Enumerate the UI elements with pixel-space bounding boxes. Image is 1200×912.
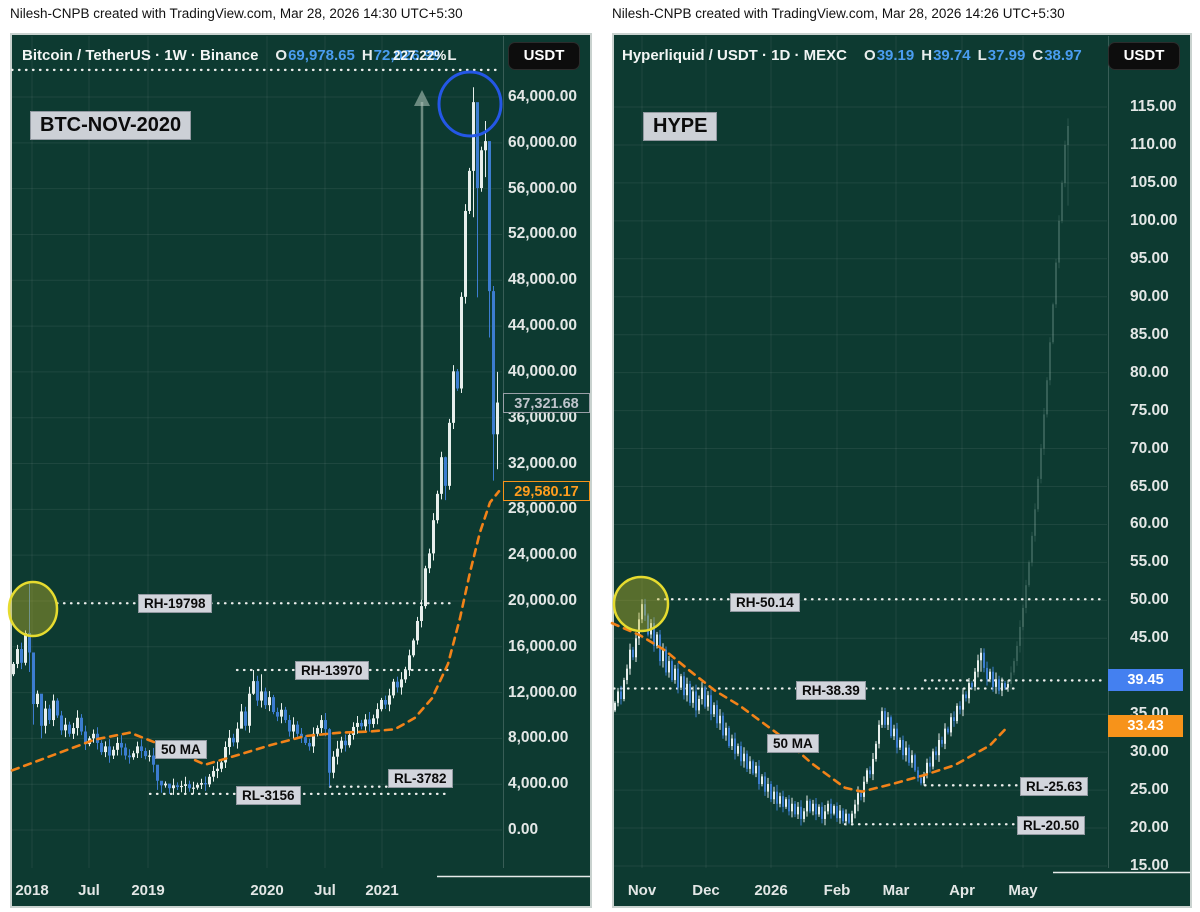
time-axis-label: 2018 <box>15 882 49 899</box>
price-axis-label: 40,000.00 <box>508 362 577 380</box>
price-axis-label: 16,000.00 <box>508 637 577 655</box>
time-axis-label: May <box>1008 882 1038 899</box>
ohlc-letter: C <box>1032 47 1044 64</box>
price-axis-label: 24,000.00 <box>508 546 577 564</box>
time-axis-label: Nov <box>627 882 657 899</box>
price-axis-label: 110.00 <box>1130 135 1177 153</box>
level-label[interactable]: RH-19798 <box>138 594 212 613</box>
level-label[interactable]: 50 MA <box>155 740 207 759</box>
price-axis-label: 85.00 <box>1130 325 1169 343</box>
price-axis-label: 52,000.00 <box>508 225 577 243</box>
btc-chart-title: Bitcoin / TetherUS · 1W · Binance O69,978… <box>22 47 458 67</box>
ohlc-value: 38.97 <box>1044 47 1082 64</box>
btc-symbol-label: Bitcoin / TetherUS · 1W · Binance <box>22 47 259 64</box>
price-axis-label: 45.00 <box>1130 629 1169 647</box>
time-axis-label: Jul <box>314 882 336 899</box>
ohlc-letter: O <box>275 47 288 64</box>
ohlc-value: 72,026.99 <box>373 47 441 64</box>
price-tag: 39.45 <box>1108 669 1183 692</box>
time-axis-label: Apr <box>949 882 975 899</box>
level-label[interactable]: RH-13970 <box>295 661 369 680</box>
percent-change-label: 227.22% <box>393 48 447 63</box>
time-axis-label: 2026 <box>754 882 788 899</box>
price-axis-label: 55.00 <box>1130 553 1169 571</box>
price-axis-label: 64,000.00 <box>508 88 577 105</box>
price-axis-label: 65.00 <box>1130 477 1169 495</box>
price-tag: 37,321.68 <box>503 392 590 413</box>
time-axis-label: 2019 <box>131 882 165 899</box>
price-axis-label: 20.00 <box>1130 819 1169 837</box>
time-axis-label: 2021 <box>365 882 399 899</box>
time-axis-label: Feb <box>823 882 851 899</box>
level-label[interactable]: RL-3156 <box>236 786 301 805</box>
btc-ohlc-values: O69,978.65 H72,026.99 L <box>268 47 457 64</box>
level-label[interactable]: RL-3782 <box>388 769 453 788</box>
price-axis-label: 56,000.00 <box>508 179 577 197</box>
level-label[interactable]: 50 MA <box>767 734 819 753</box>
hype-currency-button[interactable]: USDT <box>1108 42 1180 70</box>
ohlc-letter: L <box>977 47 987 64</box>
hype-ohlc-values: O39.19 H39.74 L37.99 C38.97 <box>857 47 1082 64</box>
price-axis-label: 100.00 <box>1130 211 1178 229</box>
time-axis-label: 2020 <box>250 882 284 899</box>
price-axis-label: 48,000.00 <box>508 271 577 289</box>
ohlc-value: 69,978.65 <box>288 47 355 64</box>
ohlc-letter: O <box>864 47 876 64</box>
btc-currency-button[interactable]: USDT <box>508 42 580 70</box>
chart-name-label[interactable]: BTC-NOV-2020 <box>30 111 192 140</box>
btc-chart-panel <box>10 33 592 908</box>
price-axis-label: 30.00 <box>1130 743 1169 761</box>
attribution-left: Nilesh-CNPB created with TradingView.com… <box>10 6 463 21</box>
price-axis-label: 28,000.00 <box>508 500 577 518</box>
ohlc-letter: H <box>361 47 373 64</box>
price-axis-label: 44,000.00 <box>508 317 577 335</box>
price-axis-label: 0.00 <box>508 821 539 838</box>
time-axis-label: Jul <box>78 882 100 899</box>
price-axis-label: 15.00 <box>1130 857 1169 874</box>
price-axis-label: 115.00 <box>1130 98 1177 115</box>
price-axis-label: 12,000.00 <box>508 683 577 701</box>
attribution-right: Nilesh-CNPB created with TradingView.com… <box>612 6 1065 21</box>
price-axis-label: 25.00 <box>1130 781 1169 799</box>
price-axis-label: 90.00 <box>1130 287 1169 305</box>
hype-chart-panel <box>612 33 1192 908</box>
hype-chart-title: Hyperliquid / USDT · 1D · MEXC O39.19 H39.… <box>622 47 1082 67</box>
ohlc-letter: L <box>447 47 457 64</box>
ohlc-value: 37.99 <box>987 47 1026 64</box>
price-tag: 33.43 <box>1108 715 1183 738</box>
price-axis-label: 75.00 <box>1130 401 1169 419</box>
price-axis-label: 95.00 <box>1130 249 1169 267</box>
ohlc-letter: H <box>921 47 933 64</box>
chart-name-label[interactable]: HYPE <box>643 112 718 141</box>
level-label[interactable]: RH-50.14 <box>730 593 800 612</box>
level-label[interactable]: RL-20.50 <box>1017 816 1086 835</box>
hype-symbol-label: Hyperliquid / USDT · 1D · MEXC <box>622 47 848 64</box>
ohlc-value: 39.19 <box>876 47 915 64</box>
price-axis-label: 60.00 <box>1130 515 1169 533</box>
price-axis-label: 4,000.00 <box>508 775 569 793</box>
price-axis-label: 32,000.00 <box>508 454 577 472</box>
price-axis-label: 8,000.00 <box>508 729 569 747</box>
price-tag: 29,580.17 <box>503 481 590 502</box>
price-axis-label: 105.00 <box>1130 173 1178 191</box>
price-axis-label: 50.00 <box>1130 591 1169 609</box>
price-axis-label: 36,000.00 <box>508 408 577 426</box>
level-label[interactable]: RH-38.39 <box>796 681 866 700</box>
time-axis-label: Mar <box>882 882 910 899</box>
price-axis-label: 70.00 <box>1130 439 1169 457</box>
price-axis-label: 80.00 <box>1130 363 1169 381</box>
level-label[interactable]: RL-25.63 <box>1020 777 1089 796</box>
price-axis-label: 60,000.00 <box>508 133 577 151</box>
price-axis-label: 20,000.00 <box>508 591 577 609</box>
time-axis-label: Dec <box>692 882 720 899</box>
ohlc-value: 39.74 <box>933 47 971 64</box>
